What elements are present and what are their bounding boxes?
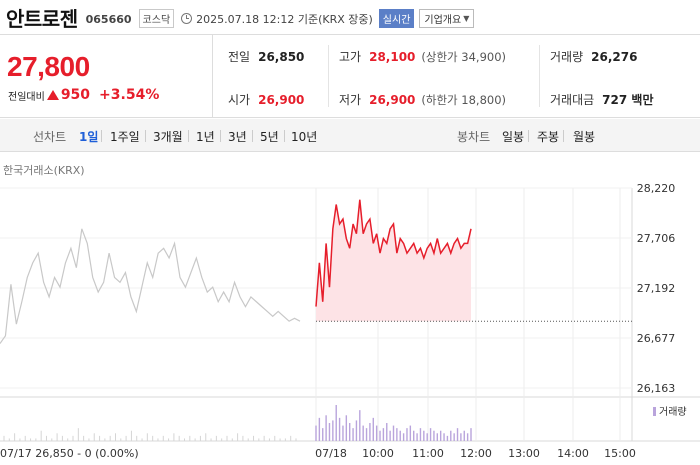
stat-value: 727 백만 — [602, 93, 654, 107]
volume-bars — [3, 405, 472, 441]
stat-open: 시가 26,900 — [228, 91, 304, 108]
change-label: 전일대비 — [8, 91, 45, 103]
tab-3year[interactable]: 3년 — [228, 130, 247, 144]
candle-chart-label: 봉차트 — [457, 130, 491, 144]
divider — [188, 130, 189, 142]
x-tick-label: 11:00 — [412, 447, 444, 460]
x-tick-label: 10:00 — [362, 447, 394, 460]
change-amount: 950 — [60, 87, 91, 103]
y-tick-label: 26,163 — [637, 382, 676, 395]
stat-label: 고가 — [339, 50, 362, 64]
stock-name[interactable]: 안트로젠 — [6, 6, 78, 31]
stat-label: 전일 — [228, 50, 251, 64]
upper-limit: (상한가 34,900) — [421, 49, 507, 64]
stat-label: 시가 — [228, 93, 251, 107]
x-tick-label: 12:00 — [460, 447, 492, 460]
stat-label: 거래량 — [550, 50, 584, 64]
tab-3month[interactable]: 3개월 — [153, 130, 183, 144]
stat-amount: 거래대금 727 백만 — [550, 91, 653, 108]
prev-day-footer: 07/17 26,850 - 0 (0.00%) — [0, 447, 139, 460]
stat-label: 거래대금 — [550, 93, 595, 107]
intraday-chart[interactable]: 한국거래소(KRX) 07/18 10:00 11:00 12:00 13:00 14:0… — [0, 152, 700, 465]
chart-lines — [0, 199, 632, 344]
tab-daily-candle[interactable]: 일봉 — [502, 130, 525, 144]
divider — [284, 130, 285, 142]
divider — [528, 130, 529, 142]
chart-toolbar: 선차트 1일 1주일 3개월 1년 3년 5년 10년 봉차트 일봉 주봉 월봉 — [0, 119, 700, 152]
current-price: 27,800 — [7, 51, 90, 82]
market-badge: 코스닥 — [138, 9, 175, 28]
y-tick-label: 26,677 — [637, 332, 676, 345]
realtime-button[interactable]: 실시간 — [378, 9, 415, 28]
tab-1week[interactable]: 1주일 — [110, 130, 140, 144]
stock-header: 안트로젠 065660 코스닥 2025.07.18 12:12 기준(KRX … — [0, 0, 700, 34]
prev-day-line — [0, 228, 301, 344]
company-overview-label: 기업개요 — [424, 15, 462, 26]
stock-code: 065660 — [85, 12, 132, 26]
stat-volume: 거래량 26,276 — [550, 48, 637, 65]
exchange-label: 한국거래소(KRX) — [3, 164, 85, 177]
tab-5year[interactable]: 5년 — [260, 130, 279, 144]
chart-labels: 07/18 10:00 11:00 12:00 13:00 14:00 15:00 28,22… — [0, 182, 687, 460]
company-overview-button[interactable]: 기업개요 ▼ — [419, 9, 475, 28]
stat-low: 저가 26,900 (하한가 18,800) — [339, 91, 506, 108]
price-change: 전일대비 950 +3.54% — [8, 87, 159, 103]
stat-value: 28,100 — [369, 49, 416, 64]
divider — [328, 45, 329, 107]
tab-10year[interactable]: 10년 — [291, 130, 318, 144]
clock-icon — [181, 13, 193, 24]
line-chart-label: 선차트 — [33, 130, 67, 144]
volume-legend-swatch — [653, 407, 656, 416]
y-tick-label: 28,220 — [637, 182, 676, 195]
stat-prev-close: 전일 26,850 — [228, 48, 304, 65]
stat-label: 저가 — [339, 93, 362, 107]
divider — [220, 130, 221, 142]
stat-value: 26,850 — [258, 49, 305, 64]
x-tick-label: 15:00 — [604, 447, 636, 460]
lower-limit: (하한가 18,800) — [421, 92, 507, 107]
tab-weekly-candle[interactable]: 주봉 — [537, 130, 560, 144]
divider — [101, 130, 102, 142]
tab-monthly-candle[interactable]: 월봉 — [573, 130, 596, 144]
price-summary: 27,800 전일대비 950 +3.54% 전일 26,850 고가 28,1… — [0, 34, 700, 118]
stat-value: 26,900 — [258, 92, 305, 107]
divider — [145, 130, 146, 142]
stat-value: 26,900 — [369, 92, 416, 107]
y-tick-label: 27,706 — [637, 232, 676, 245]
divider — [563, 130, 564, 142]
divider — [252, 130, 253, 142]
volume-legend-label: 거래량 — [659, 406, 687, 418]
timestamp: 2025.07.18 12:12 기준(KRX 장중) — [196, 12, 373, 26]
tab-1year[interactable]: 1년 — [196, 130, 215, 144]
up-arrow-icon — [46, 90, 59, 100]
stat-high: 고가 28,100 (상한가 34,900) — [339, 48, 506, 65]
x-tick-label: 13:00 — [508, 447, 540, 460]
today-price-line — [315, 199, 472, 307]
chevron-down-icon: ▼ — [463, 14, 470, 23]
change-percent: +3.54% — [99, 87, 160, 103]
x-tick-label: 14:00 — [557, 447, 589, 460]
current-price-panel: 27,800 전일대비 950 +3.54% — [0, 35, 213, 117]
y-tick-label: 27,192 — [637, 282, 676, 295]
price-chart-svg[interactable]: 07/18 10:00 11:00 12:00 13:00 14:00 15:00 28,22… — [0, 152, 700, 465]
stat-value: 26,276 — [591, 49, 638, 64]
divider — [539, 45, 540, 107]
x-tick-label: 07/18 — [315, 447, 347, 460]
tab-1day[interactable]: 1일 — [79, 130, 99, 144]
